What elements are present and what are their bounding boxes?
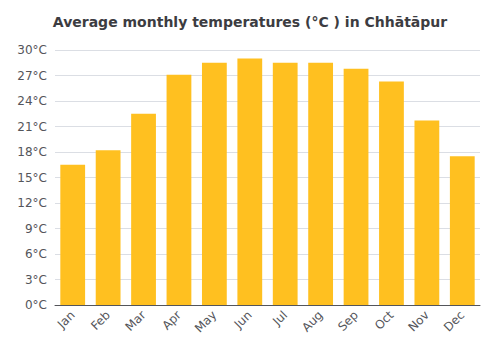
svg-text:24°C: 24°C: [17, 94, 47, 108]
svg-text:May: May: [192, 308, 219, 335]
svg-text:6°C: 6°C: [25, 247, 47, 261]
svg-text:Sep: Sep: [335, 308, 361, 334]
svg-text:Dec: Dec: [441, 308, 467, 334]
svg-text:Mar: Mar: [123, 308, 149, 334]
svg-text:Jan: Jan: [54, 308, 78, 332]
svg-text:Oct: Oct: [372, 308, 397, 333]
svg-text:Apr: Apr: [159, 308, 184, 333]
svg-text:Jun: Jun: [231, 308, 255, 332]
svg-text:Aug: Aug: [299, 308, 325, 334]
svg-text:Feb: Feb: [88, 308, 113, 333]
svg-text:30°C: 30°C: [17, 43, 47, 57]
svg-text:9°C: 9°C: [25, 222, 47, 236]
svg-text:3°C: 3°C: [25, 273, 47, 287]
svg-text:0°C: 0°C: [25, 298, 47, 312]
svg-text:12°C: 12°C: [17, 196, 47, 210]
svg-text:21°C: 21°C: [17, 120, 47, 134]
svg-text:Average monthly temperatures (: Average monthly temperatures (°C ) in Ch…: [53, 14, 447, 30]
svg-text:Nov: Nov: [405, 308, 431, 334]
svg-text:15°C: 15°C: [17, 171, 47, 185]
svg-text:Jul: Jul: [269, 308, 290, 329]
svg-text:18°C: 18°C: [17, 145, 47, 159]
svg-text:27°C: 27°C: [17, 69, 47, 83]
